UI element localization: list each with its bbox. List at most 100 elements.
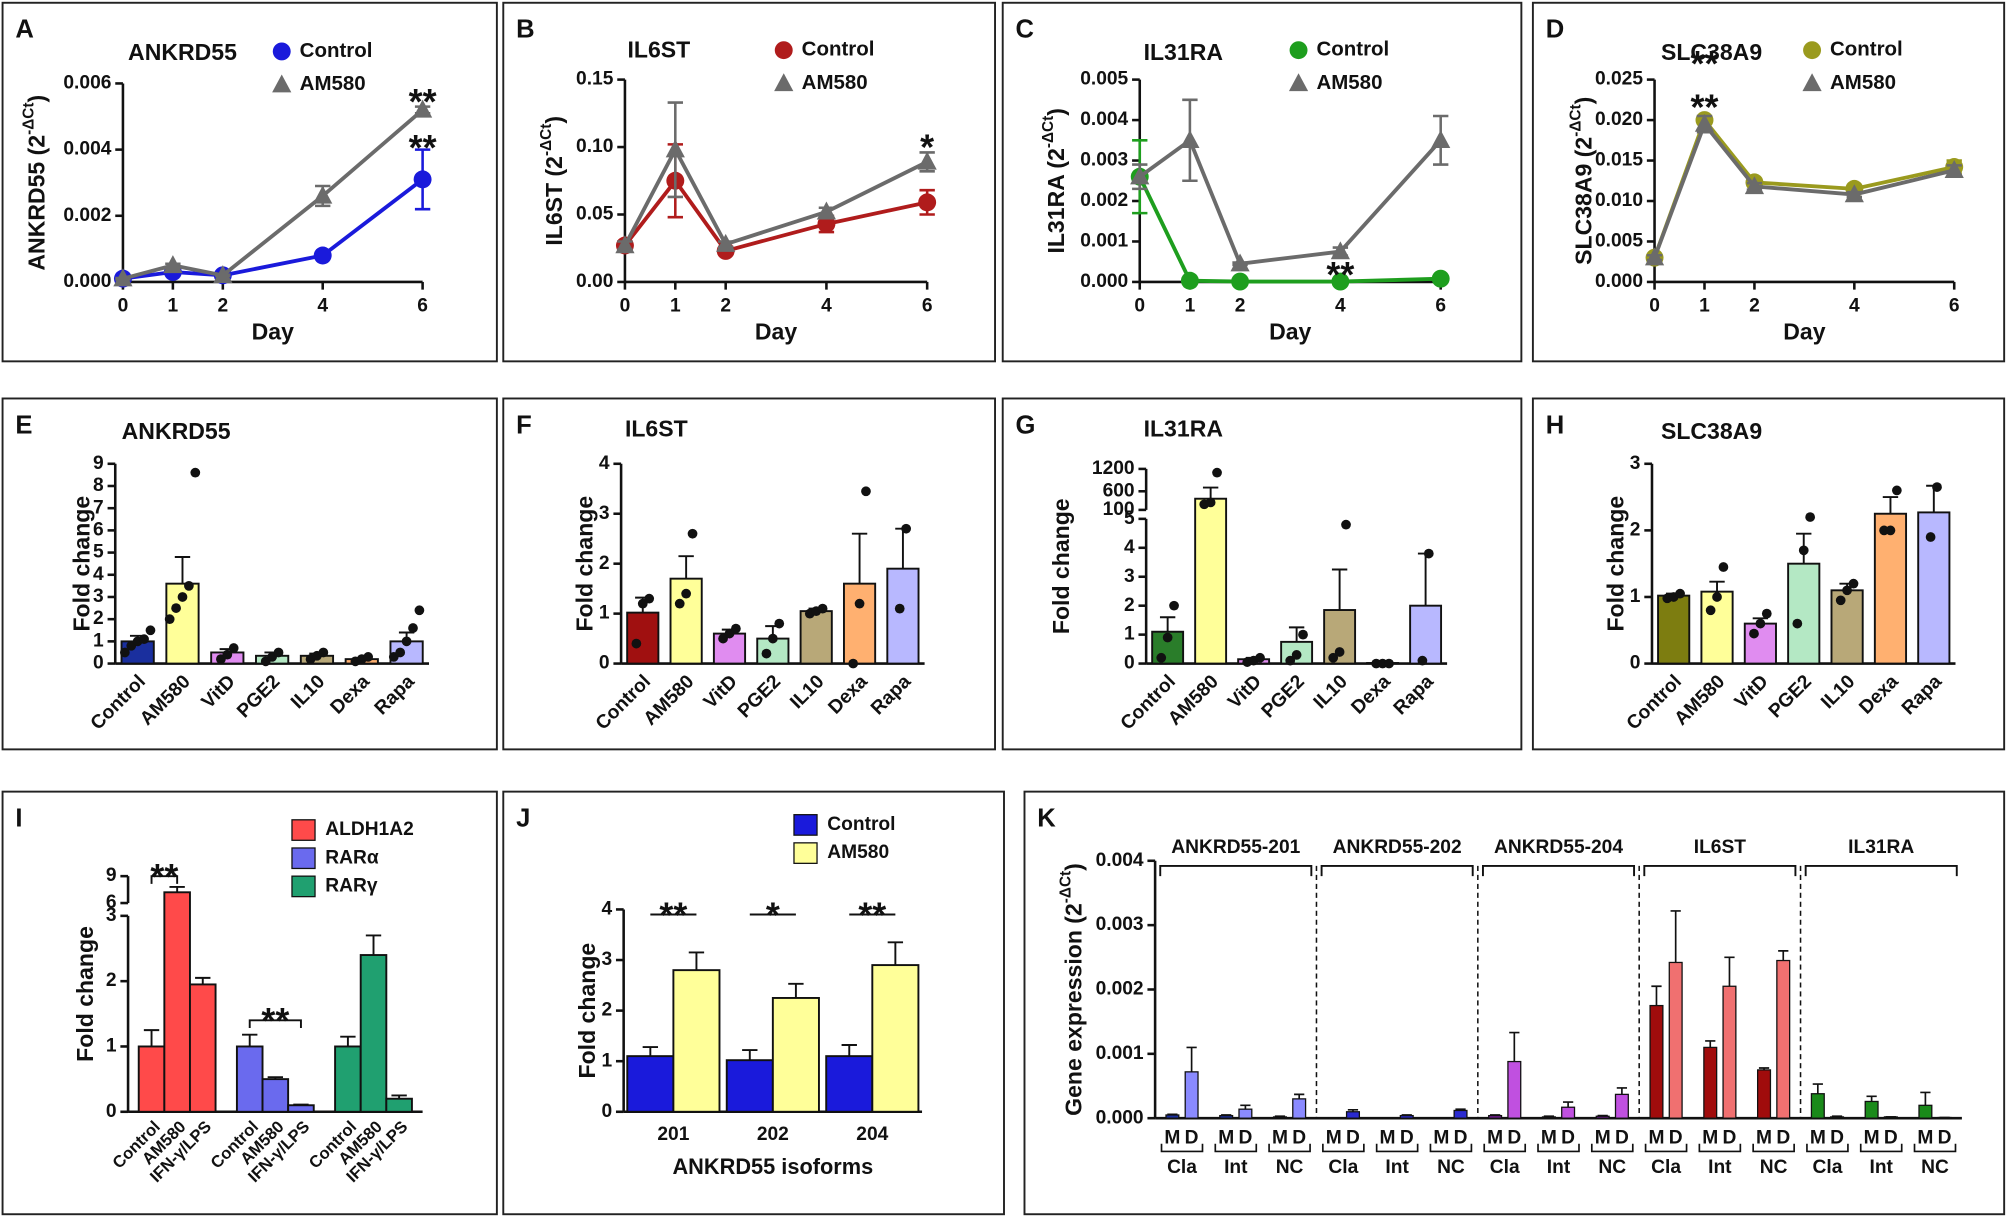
group-label: ANKRD55-201 [1171, 837, 1300, 858]
y-tick-label: 0.00 [576, 271, 613, 292]
marker [1330, 241, 1350, 260]
y-tick-label: 0.004 [1080, 109, 1128, 130]
x-tick-label: Control [592, 671, 655, 734]
error-bar [1778, 950, 1789, 961]
x-tick-label: Control [1623, 671, 1686, 734]
y-tick-label: 0.002 [63, 205, 111, 226]
bar-label: M [1595, 1128, 1611, 1149]
subgroup-label: Cla [1813, 1157, 1843, 1178]
bar-label: D [1669, 1128, 1683, 1149]
bar-label: M [1541, 1128, 1557, 1149]
x-axis-label: ANKRD55 isoforms [672, 1154, 873, 1179]
error-bar [742, 1049, 758, 1061]
significance-bracket [150, 875, 179, 884]
y-tick-label: 0.001 [1080, 231, 1128, 252]
error-bar [1562, 1101, 1574, 1108]
data-point [222, 649, 233, 660]
y-tick-label: 3 [1124, 566, 1135, 587]
y-tick-label: 6 [93, 519, 104, 540]
bar [1829, 1116, 1845, 1119]
subgroup-bracket [1429, 1143, 1473, 1153]
marker [1644, 247, 1665, 266]
x-tick-label: 2 [1749, 295, 1760, 316]
legend-swatch [291, 847, 316, 870]
subgroup-label: NC [1598, 1157, 1626, 1178]
y-tick-label: 0.020 [1595, 109, 1643, 130]
bar [1541, 1116, 1556, 1119]
y-tick-label: 2 [1630, 519, 1641, 540]
data-point [145, 625, 156, 636]
legend-marker [1803, 41, 1822, 60]
y-tick-label: 0.004 [1096, 850, 1144, 871]
panel-frame [1, 790, 498, 1216]
error-bar [340, 1035, 356, 1047]
bar-label: M [1164, 1128, 1180, 1149]
bar [334, 1045, 362, 1113]
data-point [1417, 655, 1428, 666]
x-tick-label: 0 [118, 295, 129, 316]
y-axis-label-part: ) [1061, 863, 1087, 871]
data-point [1705, 605, 1716, 616]
bar [163, 891, 191, 1113]
panel-label: G [1016, 411, 1036, 439]
panel-title: IL6ST [628, 37, 691, 63]
x-tick-label: PGE2 [734, 671, 785, 722]
x-axis-label: Day [1269, 318, 1311, 344]
y-axis-label-part: SLC38A9 (2 [1570, 137, 1596, 265]
subgroup-bracket [1698, 1143, 1742, 1153]
legend-label: RARγ [325, 875, 378, 896]
error-bar [678, 555, 694, 579]
x-axis-label: Day [252, 318, 294, 344]
data-point [1328, 652, 1339, 663]
subgroup-bracket [1644, 1143, 1688, 1153]
data-point [401, 636, 412, 647]
data-point [861, 486, 871, 497]
y-axis-label-part: ANKRD55 (2 [24, 135, 50, 271]
marker [213, 265, 233, 284]
y-tick-label: 7 [93, 497, 104, 518]
data-point [1749, 628, 1759, 639]
bar [842, 582, 877, 665]
panel-label: E [15, 411, 32, 439]
y-tick-label: 0.002 [1096, 979, 1144, 1000]
subgroup-bracket [1160, 1143, 1204, 1153]
bar [1776, 959, 1791, 1119]
bar [1184, 1071, 1199, 1119]
y-tick-label: 5 [1124, 508, 1135, 529]
error-bar [1202, 486, 1219, 499]
subgroup-bracket [1752, 1143, 1795, 1153]
group-label: ANKRD55-202 [1333, 837, 1462, 858]
y-axis-label: Fold change [72, 926, 98, 1062]
bar [1873, 512, 1908, 665]
bar [871, 964, 920, 1113]
data-point [1212, 467, 1222, 478]
legend-label: AM580 [827, 842, 889, 863]
data-point [1205, 497, 1216, 508]
group-label: IL31RA [1848, 837, 1914, 858]
x-tick-label: Rapa [1898, 671, 1946, 719]
panel-label: D [1546, 16, 1565, 44]
bar [1657, 594, 1691, 665]
data-point [1162, 632, 1173, 643]
panel-frame [1001, 1, 1523, 363]
x-tick-label: 2 [720, 295, 731, 316]
y-tick-label: 0.000 [63, 271, 111, 292]
data-point [177, 592, 188, 602]
x-tick-label: 202 [757, 1124, 789, 1145]
error-bar [143, 1029, 160, 1047]
legend-label: AM580 [300, 72, 366, 95]
data-point [1255, 652, 1265, 663]
data-point [681, 588, 692, 599]
error-bar [895, 527, 911, 569]
subgroup-bracket [1537, 1143, 1580, 1153]
y-tick-label: 5 [93, 542, 104, 563]
x-tick-label: 6 [922, 295, 933, 316]
data-point [395, 647, 406, 658]
bar-label: M [1272, 1128, 1288, 1149]
marker [1130, 166, 1150, 185]
data-point [1718, 562, 1729, 572]
error-bar [1812, 1083, 1823, 1094]
legend-marker [1288, 73, 1309, 92]
legend-marker [774, 73, 794, 92]
subgroup-label: Cla [1490, 1157, 1520, 1178]
